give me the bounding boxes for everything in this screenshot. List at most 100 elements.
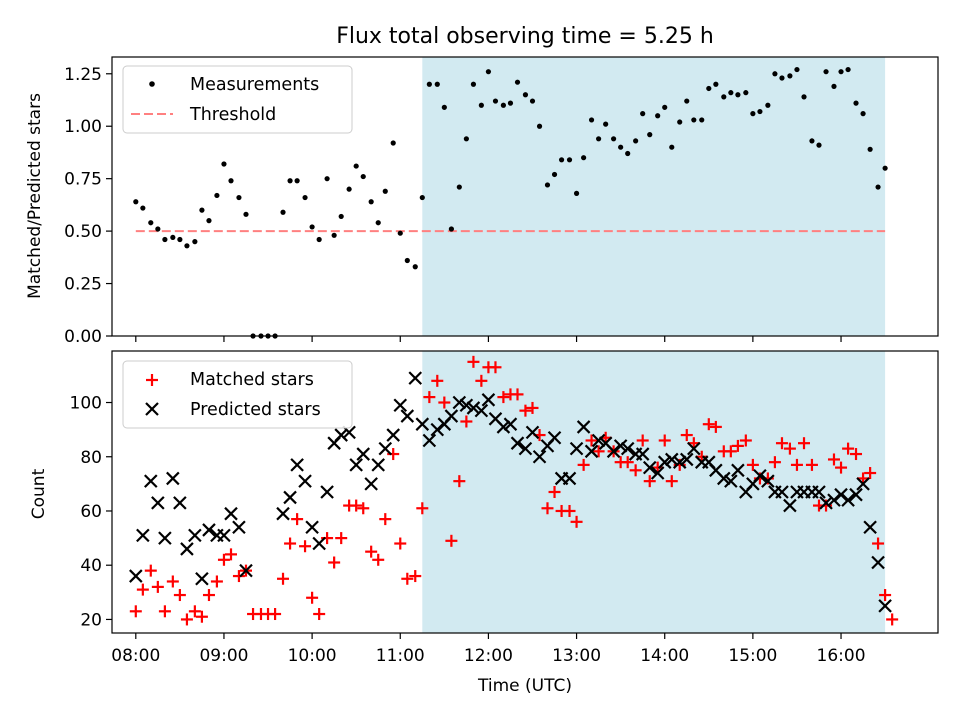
measurement-point [426, 81, 432, 87]
measurement-point [816, 142, 822, 148]
predicted-point [687, 441, 701, 456]
predicted-point [151, 496, 165, 510]
predicted-point [525, 425, 540, 440]
matched-point [497, 391, 510, 404]
x-tick-label: 09:00 [199, 646, 248, 666]
matched-point [416, 502, 429, 515]
x-axis-label: Time (UTC) [477, 676, 572, 696]
legend-predicted-marker [145, 402, 159, 416]
top-series-marks [133, 66, 888, 339]
matched-point [731, 439, 744, 452]
predicted-point [672, 455, 687, 469]
predicted-point [356, 447, 371, 461]
matched-point [526, 401, 539, 414]
top-shaded-region [422, 57, 886, 336]
bottom-legend-box [122, 360, 353, 429]
predicted-point [298, 474, 312, 488]
predicted-point [320, 485, 334, 499]
predicted-point [349, 458, 363, 472]
predicted-point [202, 523, 216, 537]
predicted-point [422, 433, 437, 448]
bottom-x-ticks: 08:00 09:00 10:00 11:00 12:00 13:00 14:00 15:00… [111, 633, 866, 666]
x-tick-label: 10:00 [288, 646, 337, 666]
measurement-point [610, 136, 617, 142]
predicted-point [195, 571, 209, 586]
matched-point [872, 537, 885, 550]
matched-point [577, 458, 590, 471]
predicted-point [731, 463, 745, 478]
predicted-point [166, 471, 180, 486]
measurement-point [500, 102, 507, 108]
measurement-point [735, 92, 741, 98]
y-tick-label: 1.00 [64, 117, 102, 137]
matched-point [313, 608, 326, 621]
legend-matched-label: Matched stars [190, 370, 314, 390]
legend-threshold-label: Threshold [189, 105, 276, 125]
predicted-point [849, 487, 863, 502]
measurement-point [236, 194, 242, 201]
predicted-point [562, 471, 577, 486]
predicted-point [180, 542, 194, 556]
predicted-point [841, 493, 855, 507]
measurement-point [743, 90, 749, 96]
legend-predicted-label: Predicted stars [190, 400, 321, 420]
measurement-point [772, 71, 778, 77]
predicted-point [334, 428, 348, 442]
measurement-point [221, 161, 227, 167]
measurement-point [404, 257, 410, 264]
predicted-point [378, 441, 393, 456]
predicted-point [408, 371, 423, 385]
predicted-point [496, 420, 511, 434]
y-tick-label: 0.00 [64, 327, 102, 347]
measurement-point [721, 94, 727, 100]
matched-point [835, 461, 848, 474]
y-tick-label: 20 [80, 610, 102, 630]
y-tick-label: 0.25 [64, 275, 102, 295]
measurement-point [412, 264, 418, 270]
measurement-point [485, 69, 492, 75]
measurement-point [360, 173, 366, 180]
measurement-point [596, 136, 602, 142]
matched-point [379, 513, 392, 526]
predicted-point [591, 433, 606, 448]
matched-point [790, 458, 803, 471]
predicted-point [283, 490, 297, 505]
measurement-point [375, 220, 381, 226]
measurement-point [625, 150, 631, 157]
matched-point [210, 575, 223, 588]
measurement-point [787, 73, 793, 79]
matched-point [409, 570, 422, 583]
measurement-point [566, 157, 573, 163]
matched-point [842, 442, 855, 455]
matched-point [489, 361, 502, 374]
measurement-point [353, 163, 359, 169]
predicted-point [158, 531, 172, 545]
matched-point [680, 429, 693, 442]
matched-point [827, 453, 840, 466]
matched-point [328, 556, 341, 569]
matched-point [291, 513, 304, 526]
measurement-point [669, 144, 675, 150]
predicted-point [224, 506, 238, 521]
matched-point [423, 391, 436, 404]
matched-point [232, 570, 245, 583]
measurement-point [706, 85, 712, 92]
matched-point [643, 475, 656, 488]
matched-point [151, 580, 164, 593]
predicted-point [783, 498, 797, 513]
matched-point [563, 504, 576, 517]
predicted-point [459, 398, 474, 413]
y-tick-label: 40 [80, 556, 102, 576]
predicted-point [474, 403, 489, 418]
bottom-panel: 20 40 60 80 100 08:00 09:00 10:00 11:00 12:00 13:… [29, 350, 939, 696]
predicted-point [827, 493, 841, 507]
matched-point [438, 396, 451, 409]
measurement-point [324, 176, 330, 182]
matched-point [519, 404, 532, 417]
predicted-point [386, 428, 400, 442]
predicted-point [393, 398, 408, 413]
measurement-point [148, 220, 154, 226]
predicted-point [305, 520, 319, 535]
measurement-point [397, 230, 403, 236]
